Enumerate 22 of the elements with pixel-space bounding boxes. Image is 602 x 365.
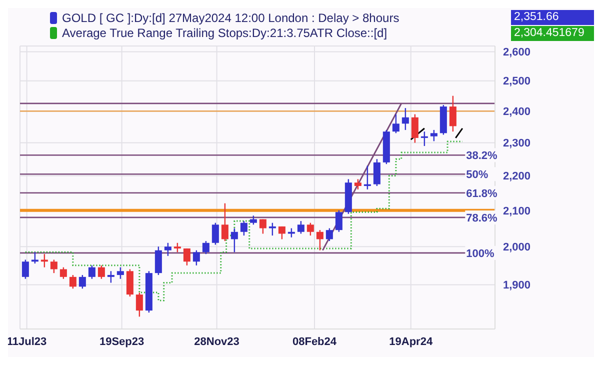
y-tick-label: 2,100 bbox=[503, 205, 531, 218]
y-tick-label: 2,500 bbox=[503, 76, 531, 88]
y-tick-label: 2,400 bbox=[503, 106, 531, 118]
annotation: 38.2% bbox=[466, 150, 498, 162]
x-tick-label: 28Nov23 bbox=[194, 336, 240, 348]
y-tick-label: 1,900 bbox=[503, 280, 531, 292]
legend-label: Average True Range Trailing Stops:Dy:21:3.75ATR Close::[d] bbox=[62, 26, 388, 40]
annotation: 78.6% bbox=[466, 212, 498, 224]
y-tick-label: 2,600 bbox=[503, 46, 531, 59]
legend-label: GOLD [ GC ]:Dy:[d] 27May2024 12:00 London : Delay > 8hours bbox=[62, 10, 400, 24]
annotation: 100% bbox=[466, 248, 494, 260]
x-tick-label: 11Jul23 bbox=[6, 336, 47, 348]
y-tick-label: 2,300 bbox=[503, 138, 531, 150]
x-tick-label: 19Apr24 bbox=[389, 336, 434, 348]
text: 2,304.451679 bbox=[511, 26, 594, 41]
x-tick-label: 08Feb24 bbox=[292, 336, 338, 348]
annotation: 50% bbox=[466, 169, 488, 182]
annotation: 61.8% bbox=[466, 188, 498, 200]
text: 2,351.66 bbox=[511, 10, 594, 25]
x-tick-label: 19Sep23 bbox=[99, 336, 144, 348]
y-tick-label: 2,000 bbox=[503, 242, 531, 254]
y-tick-label: 2,200 bbox=[503, 170, 531, 183]
